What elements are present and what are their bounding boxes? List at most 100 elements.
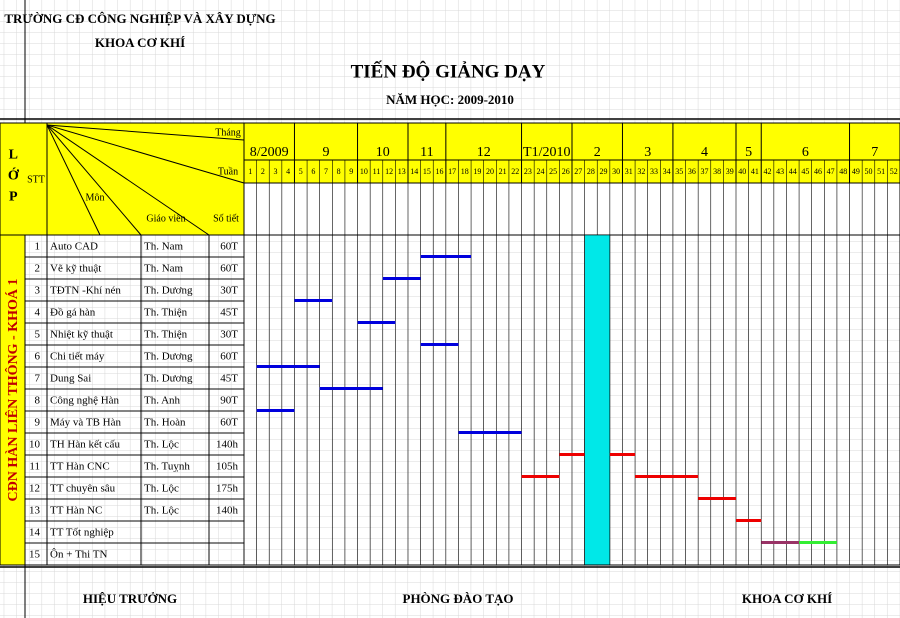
subject-header: Môn	[86, 192, 105, 203]
row-hours: 60T	[220, 241, 238, 253]
row-stt: 3	[35, 285, 41, 297]
schedule-bar	[256, 409, 295, 412]
row-hours: 45T	[220, 373, 238, 385]
week-label: 51	[877, 167, 885, 176]
week-label: 48	[839, 167, 847, 176]
schedule-bar	[357, 321, 396, 324]
row-hours: 60T	[220, 263, 238, 275]
month-label: 4	[701, 145, 708, 160]
row-teacher: Th. Nam	[144, 241, 184, 253]
row-hours: 90T	[220, 395, 238, 407]
row-stt: 11	[29, 461, 40, 473]
row-stt: 7	[35, 373, 41, 385]
row-teacher: Th. Thiện	[144, 307, 188, 319]
month-label: 12	[477, 145, 491, 160]
row-stt: 2	[35, 263, 41, 275]
class-column	[0, 234, 26, 566]
row-hours: 140h	[216, 505, 239, 517]
row-stt: 8	[35, 395, 41, 407]
schedule-bar	[698, 497, 736, 500]
month-label: T1/2010	[523, 145, 570, 160]
schedule-bar	[382, 277, 421, 280]
week-label: 14	[410, 167, 418, 176]
row-teacher: Th. Thiện	[144, 329, 188, 341]
row-subject: TT chuyên sâu	[50, 483, 116, 495]
schedule-bar	[609, 453, 636, 456]
month-header: Tháng	[215, 127, 241, 138]
schedule-bar	[458, 431, 522, 434]
row-stt: 10	[29, 439, 41, 451]
row-stt: 13	[29, 505, 41, 517]
row-hours: 45T	[220, 307, 238, 319]
week-label: 6	[311, 167, 315, 176]
week-label: 3	[274, 167, 278, 176]
week-label: 10	[360, 167, 368, 176]
row-teacher: Th. Dương	[144, 351, 193, 363]
week-label: 16	[436, 167, 444, 176]
week-header: Tuần	[218, 166, 238, 177]
week-label: 46	[814, 167, 822, 176]
row-teacher: Th. Anh	[144, 395, 181, 407]
row-subject: Dung Sai	[50, 373, 91, 385]
row-stt: 15	[29, 549, 41, 561]
week-label: 52	[890, 167, 898, 176]
footer-center: PHÒNG ĐÀO TẠO	[403, 591, 514, 606]
week-label: 20	[486, 167, 494, 176]
break-block	[584, 234, 611, 566]
row-hours: 30T	[220, 329, 238, 341]
month-label: 2	[594, 145, 601, 160]
month-label: 9	[323, 145, 330, 160]
row-subject: TT Tốt nghiệp	[50, 527, 114, 539]
row-teacher: Th. Lộc	[144, 505, 179, 517]
week-label: 39	[726, 167, 734, 176]
schedule-bar	[521, 475, 560, 478]
week-label: 7	[324, 167, 328, 176]
month-label: 5	[745, 145, 752, 160]
row-teacher: Th. Dương	[144, 373, 193, 385]
week-label: 1	[248, 167, 252, 176]
faculty-name: KHOA CƠ KHÍ	[95, 35, 185, 50]
footer-left: HIỆU TRƯỞNG	[83, 591, 177, 606]
row-subject: TH Hàn kết cấu	[50, 439, 120, 451]
row-subject: Công nghệ Hàn	[50, 395, 120, 407]
class-header: LỚP	[6, 148, 21, 211]
week-label: 41	[751, 167, 759, 176]
week-label: 43	[776, 167, 784, 176]
week-label: 42	[764, 167, 772, 176]
page-title: TIẾN ĐỘ GIẢNG DẠY	[351, 60, 546, 82]
row-teacher: Th. Lộc	[144, 439, 179, 451]
row-subject: Vẽ kỹ thuật	[50, 263, 101, 275]
class-name: CĐN HÀN LIÊN THÔNG - KHOÁ 1	[4, 279, 21, 502]
row-subject: Nhiệt kỹ thuật	[50, 329, 113, 341]
row-stt: 9	[35, 417, 41, 429]
schedule-bar	[294, 299, 333, 302]
month-label: 3	[644, 145, 651, 160]
row-hours: 175h	[216, 483, 239, 495]
week-label: 19	[473, 167, 481, 176]
row-subject: Chi tiết máy	[50, 351, 105, 363]
week-label: 4	[286, 167, 290, 176]
header-diagonals	[46, 124, 245, 236]
week-label: 22	[511, 167, 519, 176]
week-label: 34	[663, 167, 671, 176]
schedule-bar	[420, 343, 459, 346]
week-label: 25	[549, 167, 557, 176]
row-hours: 140h	[216, 439, 239, 451]
row-hours: 105h	[216, 461, 239, 473]
week-label: 9	[349, 167, 353, 176]
row-hours: 30T	[220, 285, 238, 297]
week-label: 32	[637, 167, 645, 176]
footer-right: KHOA CƠ KHÍ	[742, 591, 832, 606]
row-stt: 5	[35, 329, 41, 341]
week-label: 12	[385, 167, 393, 176]
week-label: 31	[625, 167, 633, 176]
week-label: 23	[524, 167, 532, 176]
week-label: 28	[587, 167, 595, 176]
week-label: 17	[448, 167, 456, 176]
week-label: 47	[827, 167, 835, 176]
month-label: 8/2009	[250, 145, 289, 160]
week-label: 50	[864, 167, 872, 176]
schedule-bar	[256, 365, 320, 368]
month-label: 11	[420, 145, 433, 160]
